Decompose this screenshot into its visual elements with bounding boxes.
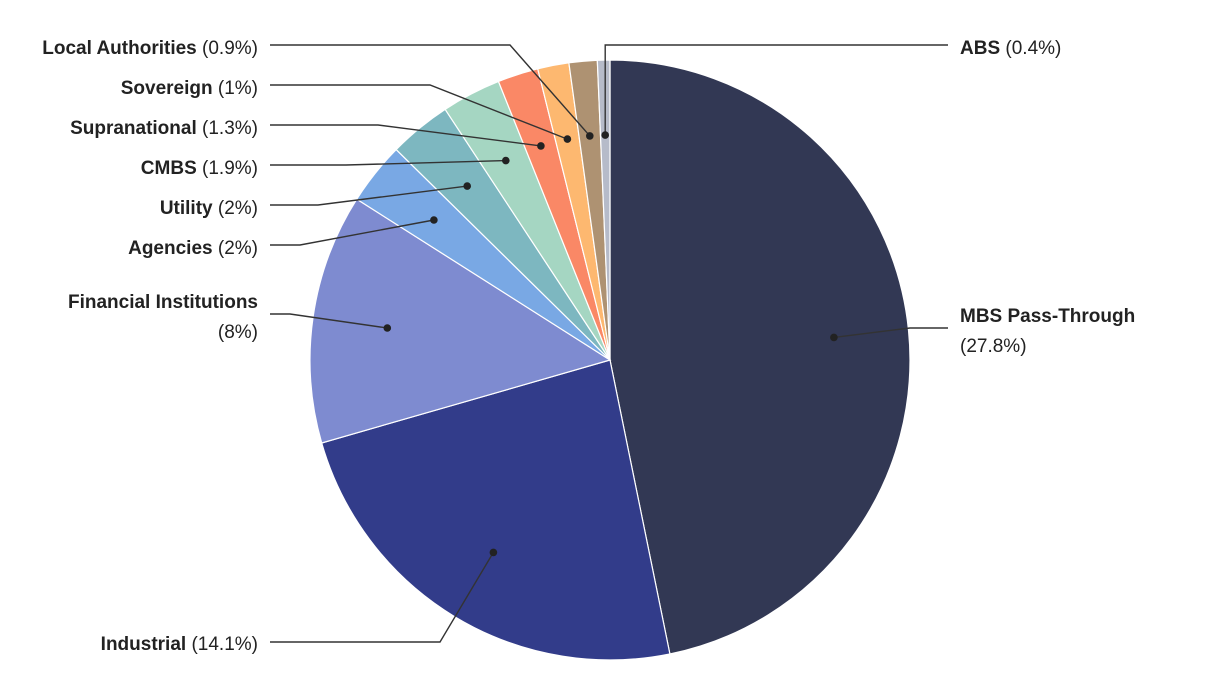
- slice-label-sovereign: Sovereign (1%): [121, 78, 258, 99]
- leader-line-mbs-pass-through: [833, 327, 948, 339]
- pie-slices: [309, 59, 911, 661]
- slice-label-local-authorities: Local Authorities (0.9%): [42, 38, 258, 59]
- slice-name-cmbs: CMBS: [141, 158, 197, 179]
- slice-name-agencies: Agencies: [128, 238, 212, 259]
- leader-line-industrial: [270, 552, 495, 643]
- slice-value-sovereign: (1%): [213, 78, 258, 99]
- slice-label-mbs-pass-through: MBS Pass-Through: [960, 306, 1135, 327]
- slice-label-supranational: Supranational (1.3%): [70, 118, 258, 139]
- pie-slice-mbs-pass-through: [609, 59, 911, 655]
- leader-dot-supranational: [537, 142, 545, 150]
- slice-value-local-authorities: (0.9%): [197, 38, 258, 59]
- slice-label-cmbs: CMBS (1.9%): [141, 158, 258, 179]
- slice-value-utility: (2%): [213, 198, 258, 219]
- leader-dot-abs: [601, 131, 609, 139]
- leader-dot-cmbs: [502, 156, 510, 165]
- leader-dot-sovereign: [563, 135, 572, 143]
- slice-label-utility: Utility (2%): [160, 198, 258, 219]
- leader-dot-utility: [463, 182, 472, 190]
- leader-line-local-authorities: [270, 44, 591, 137]
- leader-line-abs: [604, 44, 948, 136]
- slice-value-industrial: (14.1%): [186, 634, 258, 655]
- leader-line-financial-institutions: [270, 313, 388, 329]
- leader-dot-agencies: [430, 216, 438, 224]
- leader-line-utility: [270, 185, 468, 206]
- slice-name-supranational: Supranational: [70, 118, 197, 139]
- leader-dot-financial-institutions: [383, 324, 392, 332]
- slice-value-financial-institutions: (8%): [218, 322, 258, 343]
- slice-name-industrial: Industrial: [101, 634, 187, 655]
- leader-line-agencies: [270, 219, 435, 246]
- slice-label-industrial: Industrial (14.1%): [101, 634, 258, 655]
- slice-value-cmbs: (1.9%): [197, 158, 258, 179]
- leader-dot-mbs-pass-through: [830, 333, 838, 342]
- leader-dot-industrial: [489, 548, 498, 557]
- slice-name-local-authorities: Local Authorities: [42, 38, 196, 59]
- slice-value-abs: (0.4%): [1000, 38, 1061, 59]
- slice-name-sovereign: Sovereign: [121, 78, 213, 99]
- slice-name-utility: Utility: [160, 198, 213, 219]
- slice-value-mbs-pass-through: (27.8%): [960, 336, 1027, 357]
- slice-label-financial-institutions: Financial Institutions: [68, 292, 258, 313]
- leader-line-sovereign: [270, 84, 568, 140]
- leader-line-cmbs: [270, 159, 506, 166]
- slice-label-agencies: Agencies (2%): [128, 238, 258, 259]
- slice-value-supranational: (1.3%): [197, 118, 258, 139]
- leader-dot-local-authorities: [586, 132, 594, 140]
- leader-line-supranational: [270, 124, 541, 147]
- slice-value-agencies: (2%): [213, 238, 258, 259]
- leader-lines: [270, 44, 948, 643]
- slice-label-abs: ABS (0.4%): [960, 38, 1061, 59]
- slice-name-abs: ABS: [960, 38, 1000, 59]
- slice-labels: MBS Pass-Through (27.8%) Industrial (14.1%…: [42, 38, 1135, 655]
